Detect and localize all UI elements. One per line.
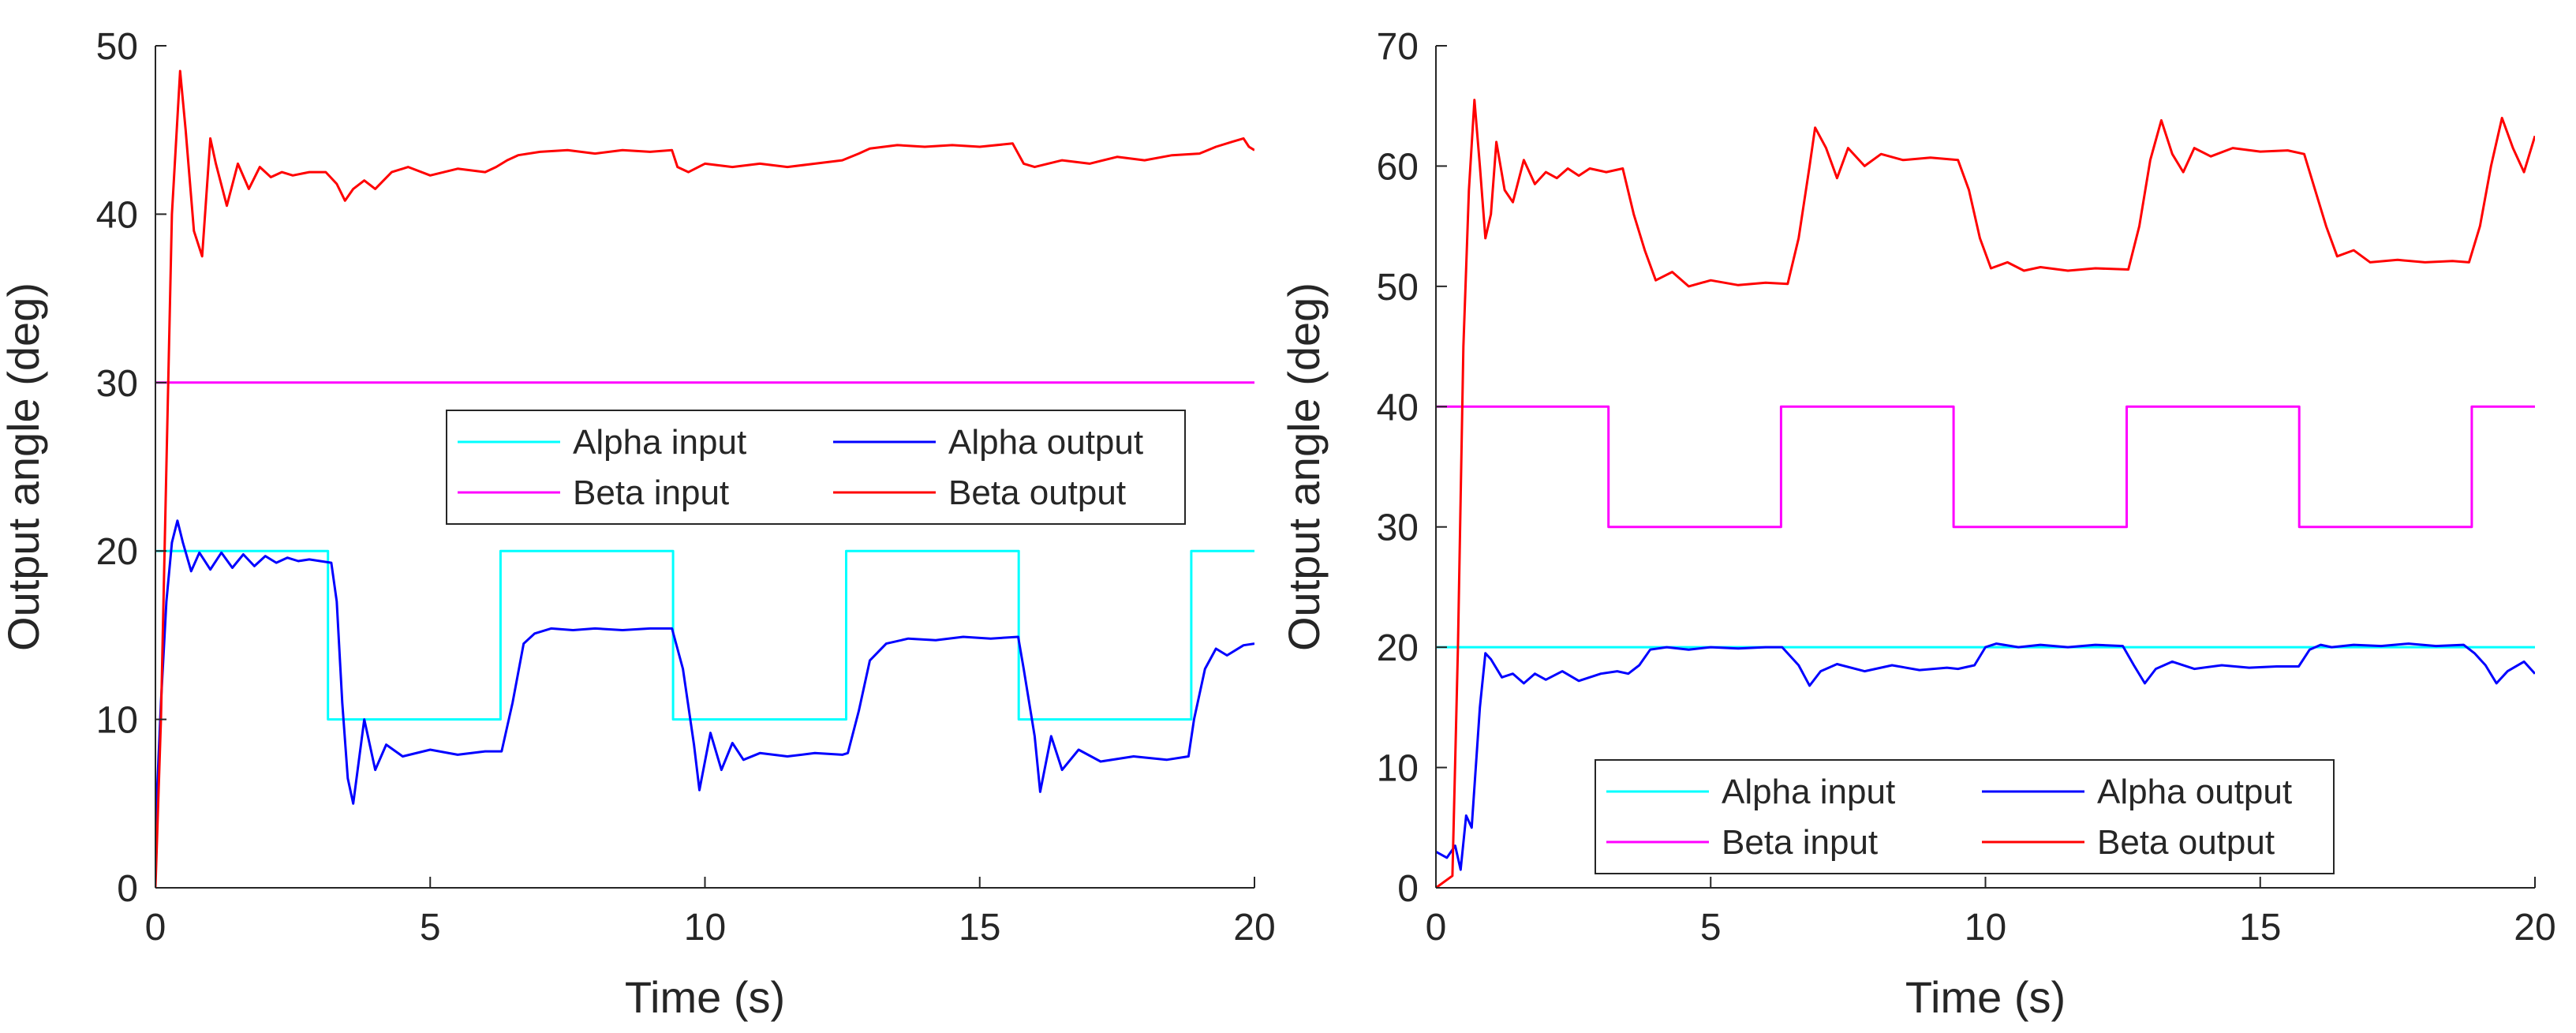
chart2-y-tick-label: 50 [1377,267,1419,309]
chart1-y-axis-label: Output angle (deg) [0,283,48,651]
chart1-y-tick-label: 40 [96,194,138,236]
chart1-y-tick-label: 0 [117,868,138,910]
chart1-y-tick-label: 30 [96,363,138,405]
chart2-x-tick-label: 10 [1965,907,2006,949]
chart1-x-tick-label: 15 [959,907,1000,949]
chart2-beta-output-line [1436,99,2535,889]
chart2-x-axis-label: Time (s) [1905,972,2066,1022]
chart1-beta-output-line [155,69,1254,889]
right-chart-panel: 0 5 10 15 20 0 10 20 30 40 50 60 70 Time (s) Output an… [1279,26,2556,1022]
chart2-y-tick-label: 40 [1377,387,1419,429]
chart2-alpha-output-line [1436,642,2535,871]
chart2-y-axis-label: Output angle (deg) [1279,283,1329,651]
chart2-legend-label-alpha-output: Alpha output [2097,773,2292,811]
chart2-y-tick-label: 60 [1377,146,1419,188]
chart1-legend: Alpha input Alpha output Beta input Beta ou… [446,410,1186,525]
chart1-x-tick-label: 10 [684,907,726,949]
chart1-legend-label-alpha-input: Alpha input [573,423,746,462]
chart2-y-tick-label: 30 [1377,507,1419,549]
chart1-x-tick-label: 5 [420,907,441,949]
chart1-legend-label-beta-input: Beta input [573,473,729,512]
chart1-x-tick-label: 20 [1233,907,1275,949]
chart1-legend-label-beta-output: Beta output [948,473,1126,512]
chart2-x-tick-label: 0 [1426,907,1447,949]
chart1-x-axis-label: Time (s) [625,972,785,1022]
chart2-series-group [1436,99,2535,889]
chart1-legend-box [446,410,1186,525]
chart2-legend-box [1595,759,2335,874]
chart2-x-tick-label: 15 [2239,907,2281,949]
chart1-legend-label-alpha-output: Alpha output [948,423,1143,462]
chart2-y-tick-label: 20 [1377,627,1419,669]
chart2-y-tick-label: 0 [1397,868,1419,910]
chart2-x-tick-label: 5 [1700,907,1722,949]
chart2-y-tick-label: 70 [1377,26,1419,68]
chart1-x-tick-label: 0 [145,907,166,949]
chart1-alpha-output-line [155,519,1254,829]
chart2-y-tick-label: 10 [1377,748,1419,790]
chart1-y-tick-label: 50 [96,26,138,68]
left-chart-panel: 0 5 10 15 20 0 10 20 30 40 50 Time (s) Output angle … [0,26,1276,1022]
chart2-x-tick-label: 20 [2514,907,2555,949]
chart1-series-group [155,69,1254,889]
chart2-legend-label-beta-input: Beta input [1722,823,1878,862]
chart2-beta-input-line [1436,405,2535,529]
chart1-y-tick-label: 10 [96,700,138,742]
chart2-legend: Alpha input Alpha output Beta input Beta ou… [1595,759,2335,874]
chart2-legend-label-alpha-input: Alpha input [1722,773,1895,811]
chart1-alpha-input-line [155,549,1254,721]
chart2-plot-area [1436,46,2535,888]
chart2-legend-label-beta-output: Beta output [2097,823,2275,862]
chart1-y-tick-label: 20 [96,531,138,573]
